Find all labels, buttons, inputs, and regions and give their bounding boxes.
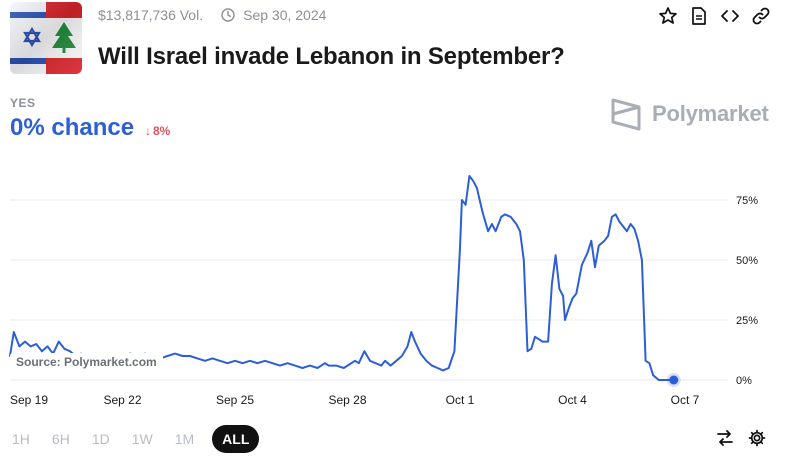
chart-gridlines xyxy=(10,199,728,381)
star-icon[interactable] xyxy=(658,6,678,26)
chart-controls xyxy=(703,428,767,448)
arrow-down-icon: ↓ xyxy=(145,124,151,138)
x-tick-label: Sep 19 xyxy=(10,393,48,407)
range-all[interactable]: ALL xyxy=(212,425,260,453)
header-toolbar xyxy=(647,6,771,26)
settings-gear-icon[interactable] xyxy=(747,428,767,448)
series-line-0 xyxy=(9,175,675,381)
link-icon[interactable] xyxy=(751,6,771,26)
x-tick-label: Sep 22 xyxy=(103,393,141,407)
y-axis-ticks: 0% 25% 50% 75% xyxy=(736,195,758,387)
chance-value: 0% chance xyxy=(10,114,135,141)
x-tick-label: Oct 1 xyxy=(446,393,475,407)
x-tick-label: Sep 25 xyxy=(216,393,254,407)
range-1w[interactable]: 1W xyxy=(131,431,153,447)
outcome-label: YES xyxy=(10,96,36,110)
volume: $13,817,736 Vol. xyxy=(98,7,204,23)
swap-icon[interactable] xyxy=(715,428,735,448)
market-icon xyxy=(10,2,82,74)
source-label: Source: Polymarket.com xyxy=(10,353,163,371)
brand-name: Polymarket xyxy=(652,101,769,126)
range-1h[interactable]: 1H xyxy=(12,431,30,447)
brand: Polymarket xyxy=(610,96,769,132)
y-tick-label: 25% xyxy=(736,315,758,327)
range-6h[interactable]: 6H xyxy=(51,431,70,447)
code-embed-icon[interactable] xyxy=(720,6,740,26)
document-icon[interactable] xyxy=(689,6,709,26)
range-1m[interactable]: 1M xyxy=(174,431,195,447)
x-tick-label: Oct 7 xyxy=(671,393,700,407)
change-indicator: ↓ 8% xyxy=(145,124,170,138)
x-axis-ticks: Sep 19 Sep 22 Sep 25 Sep 28 Oct 1 Oct 4 Oct 7 xyxy=(10,393,700,407)
clock-icon xyxy=(221,8,235,22)
price-chart[interactable]: 0% 25% 50% 75% Sep 19 Sep 22 Sep 25 Sep 28 Oct … xyxy=(0,160,787,410)
y-tick-label: 75% xyxy=(736,195,758,207)
time-range-selector: 1H 6H 1D 1W 1M ALL xyxy=(12,425,281,453)
x-tick-label: Oct 4 xyxy=(558,393,587,407)
change-value: 8% xyxy=(153,124,171,138)
y-tick-label: 0% xyxy=(736,375,752,387)
y-tick-label: 50% xyxy=(736,255,758,267)
end-marker xyxy=(669,375,679,385)
israel-lebanon-flag-icon xyxy=(10,2,82,74)
range-1d[interactable]: 1D xyxy=(91,431,110,447)
market-meta: $13,817,736 Vol. Sep 30, 2024 xyxy=(98,7,326,23)
x-tick-label: Sep 28 xyxy=(328,393,366,407)
polymarket-logo-icon xyxy=(610,96,642,132)
market-title: Will Israel invade Lebanon in September? xyxy=(98,43,565,70)
price-chart-svg: 0% 25% 50% 75% Sep 19 Sep 22 Sep 25 Sep 28 Oct … xyxy=(9,175,758,407)
end-date: Sep 30, 2024 xyxy=(243,7,327,23)
